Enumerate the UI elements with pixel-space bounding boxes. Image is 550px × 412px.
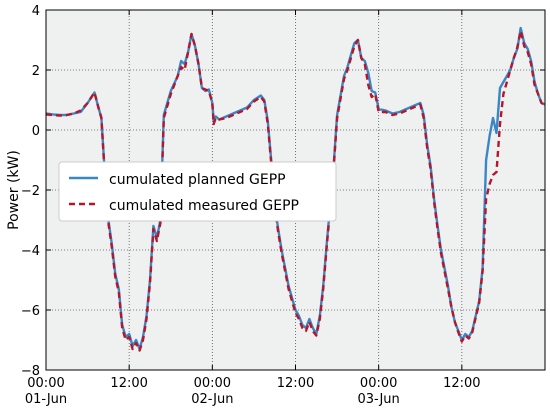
y-tick-label: 0	[32, 124, 40, 139]
y-tick-label: 4	[32, 4, 40, 19]
legend-label-measured: cumulated measured GEPP	[109, 198, 299, 214]
series-line-measured	[45, 29, 546, 352]
y-tick-label: −8	[21, 364, 40, 379]
series-line-planned	[45, 26, 546, 351]
legend-label-planned: cumulated planned GEPP	[109, 172, 286, 188]
legend: cumulated planned GEPP cumulated measure…	[58, 161, 337, 222]
x-tick-label: 12:00	[277, 376, 314, 391]
x-tick-date-label: 02-Jun	[191, 392, 233, 407]
x-tick-label: 00:00	[194, 376, 231, 391]
y-tick-label: −6	[21, 304, 40, 319]
x-tick-label: 12:00	[443, 376, 480, 391]
series-layer	[45, 26, 546, 352]
y-tick-label: −4	[21, 244, 40, 259]
x-tick-date-label: 03-Jun	[358, 392, 400, 407]
x-tick-label: 00:00	[27, 376, 64, 391]
x-tick-date-label: 01-Jun	[25, 392, 67, 407]
x-tick-label: 12:00	[110, 376, 147, 391]
y-tick-label: −2	[21, 184, 40, 199]
legend-box	[58, 161, 337, 222]
y-tick-label: 2	[32, 64, 40, 79]
y-axis-label: Power (kW)	[6, 150, 22, 230]
x-tick-label: 00:00	[360, 376, 397, 391]
